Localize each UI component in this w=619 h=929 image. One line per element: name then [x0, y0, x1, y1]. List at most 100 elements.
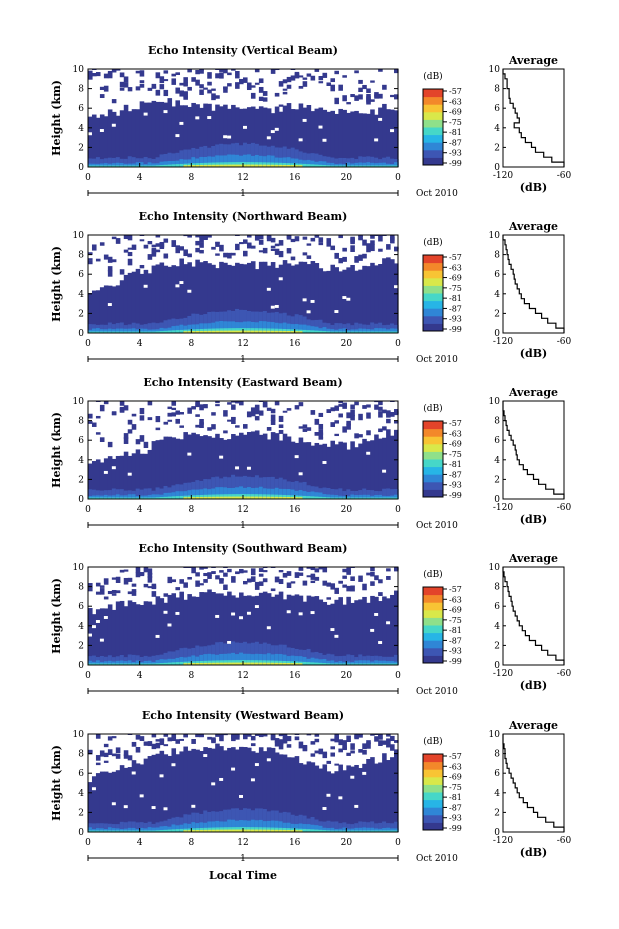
echo-patch	[179, 82, 184, 86]
echo-patch	[95, 762, 101, 766]
colorbar-frame	[422, 586, 444, 664]
echo-column	[235, 107, 240, 167]
echo-layer	[91, 495, 97, 499]
echo-patch	[91, 422, 97, 427]
echo-layer	[370, 329, 375, 333]
echo-patch	[270, 408, 276, 414]
echo-patch	[159, 242, 165, 248]
colorbar-swatch	[423, 754, 443, 763]
colorbar-tick-label: -57	[449, 419, 462, 428]
echo-column	[350, 766, 355, 832]
echo-layer	[282, 654, 288, 665]
echo-patch	[239, 78, 244, 85]
echo-layer	[286, 331, 292, 333]
echo-patch	[330, 746, 336, 750]
echo-patch	[163, 734, 169, 737]
echo-layer	[115, 157, 121, 167]
echo-column	[151, 265, 157, 333]
echo-layer	[266, 496, 272, 499]
echo-patch	[250, 576, 256, 582]
echo-patch	[215, 242, 220, 247]
echo-patch	[394, 94, 399, 100]
echo-layer	[358, 323, 363, 333]
echo-column	[211, 748, 216, 832]
echo-layer	[270, 820, 276, 832]
echo-column	[282, 754, 288, 832]
echo-layer	[346, 828, 351, 832]
echo-layer	[159, 165, 165, 167]
echo-layer	[362, 821, 367, 832]
echo-layer	[231, 496, 236, 499]
echo-layer	[215, 829, 220, 832]
echo-layer	[107, 157, 113, 167]
echo-layer	[394, 489, 399, 499]
echo-layer	[350, 661, 355, 665]
echo-layer	[183, 647, 188, 665]
echo-layer	[151, 165, 157, 167]
echo-patch	[326, 760, 332, 764]
echo-layer	[227, 653, 232, 665]
echo-layer	[91, 655, 97, 665]
echo-layer	[91, 497, 97, 499]
x-tick-label: 4	[137, 339, 143, 349]
echo-patch	[250, 737, 256, 741]
echo-column	[227, 264, 232, 333]
echo-layer	[147, 162, 153, 167]
echo-layer	[254, 154, 260, 167]
echo-column	[322, 271, 328, 333]
echo-patch	[246, 235, 252, 238]
echo-layer	[318, 319, 324, 333]
echo-patch	[366, 742, 371, 749]
echo-patch	[195, 79, 200, 86]
echo-column	[354, 270, 359, 333]
echo-layer	[322, 821, 328, 832]
echo-patch	[211, 571, 216, 575]
colorbar-swatch	[423, 807, 443, 816]
echo-layer	[135, 830, 141, 832]
echo-patch	[358, 434, 363, 438]
echo-patch	[250, 92, 256, 99]
echo-patch	[151, 585, 157, 589]
echo-column	[302, 107, 308, 167]
echo-layer	[243, 653, 248, 665]
echo-column	[111, 458, 117, 499]
echo-layer	[342, 165, 347, 167]
echo-layer	[294, 324, 300, 333]
echo-layer	[270, 322, 276, 333]
echo-layer	[195, 313, 200, 333]
echo-column	[394, 590, 399, 665]
echo-patch	[370, 80, 375, 83]
echo-patch	[302, 77, 308, 80]
colorbar-swatch	[423, 761, 443, 770]
echo-layer	[179, 657, 184, 665]
echo-patch	[322, 753, 328, 759]
echo-layer	[187, 324, 192, 333]
x-tick-label: 0	[85, 838, 91, 848]
echo-column	[350, 602, 355, 665]
echo-column	[302, 601, 308, 665]
echo-patch	[358, 749, 363, 753]
echo-column	[382, 103, 387, 167]
echo-patch	[254, 416, 260, 421]
echo-patch	[254, 734, 260, 736]
echo-layer	[167, 826, 173, 832]
echo-layer	[386, 830, 391, 832]
echo-column	[115, 285, 121, 333]
echo-layer	[167, 161, 173, 167]
echo-patch	[111, 577, 117, 580]
echo-column	[243, 108, 248, 167]
echo-column	[370, 757, 375, 832]
echo-gap	[143, 112, 149, 116]
x-tick-label: 8	[188, 838, 194, 848]
echo-patch	[262, 578, 268, 583]
echo-layer	[318, 161, 324, 167]
y-tick-label: 2	[78, 641, 84, 651]
echo-layer	[159, 331, 165, 333]
echo-layer	[330, 663, 336, 665]
echo-layer	[386, 156, 391, 167]
echo-layer	[278, 496, 284, 499]
echo-layer	[378, 497, 383, 499]
average-profile-line	[502, 734, 565, 832]
echo-layer	[362, 162, 367, 167]
echo-layer	[207, 311, 212, 333]
